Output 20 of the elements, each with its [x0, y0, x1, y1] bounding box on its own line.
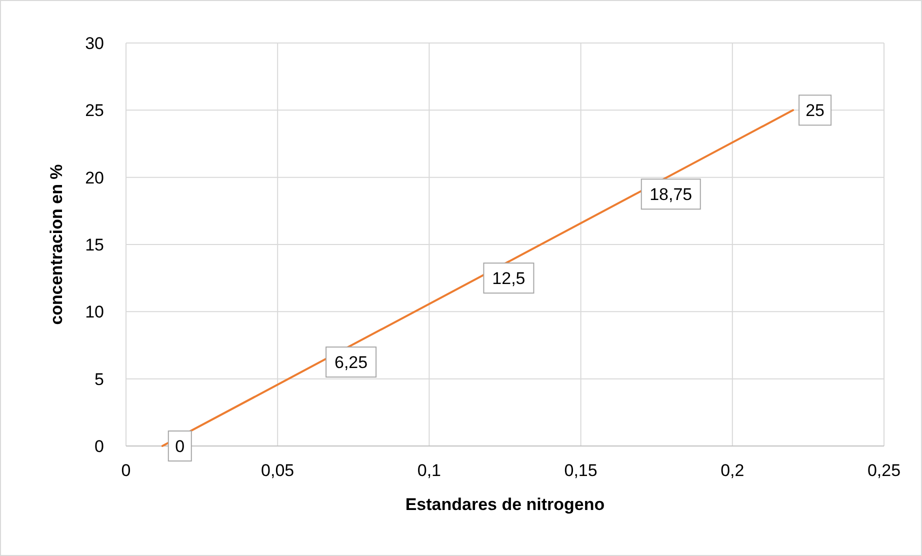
x-axis-title: Estandares de nitrogeno — [405, 495, 605, 514]
data-label: 18,75 — [650, 185, 692, 204]
x-tick-label: 0 — [121, 461, 131, 480]
data-label: 12,5 — [492, 269, 526, 288]
y-tick-label: 15 — [85, 236, 104, 254]
data-label: 25 — [806, 101, 824, 120]
x-tick-label: 0,05 — [261, 461, 294, 480]
x-tick-label: 0,15 — [564, 461, 598, 480]
data-label: 0 — [175, 437, 185, 456]
x-tick-label: 0,2 — [720, 461, 744, 480]
y-tick-label: 30 — [85, 34, 104, 53]
y-tick-label: 5 — [94, 370, 104, 389]
data-label: 6,25 — [334, 353, 368, 372]
y-tick-label: 25 — [85, 101, 104, 120]
x-tick-label: 0,25 — [867, 461, 901, 480]
y-tick-label: 0 — [94, 437, 104, 456]
y-tick-label: 10 — [85, 302, 104, 322]
x-tick-label: 0,1 — [417, 461, 442, 480]
y-axis-title: concentracion en % — [47, 164, 66, 325]
y-tick-label: 20 — [85, 168, 104, 188]
